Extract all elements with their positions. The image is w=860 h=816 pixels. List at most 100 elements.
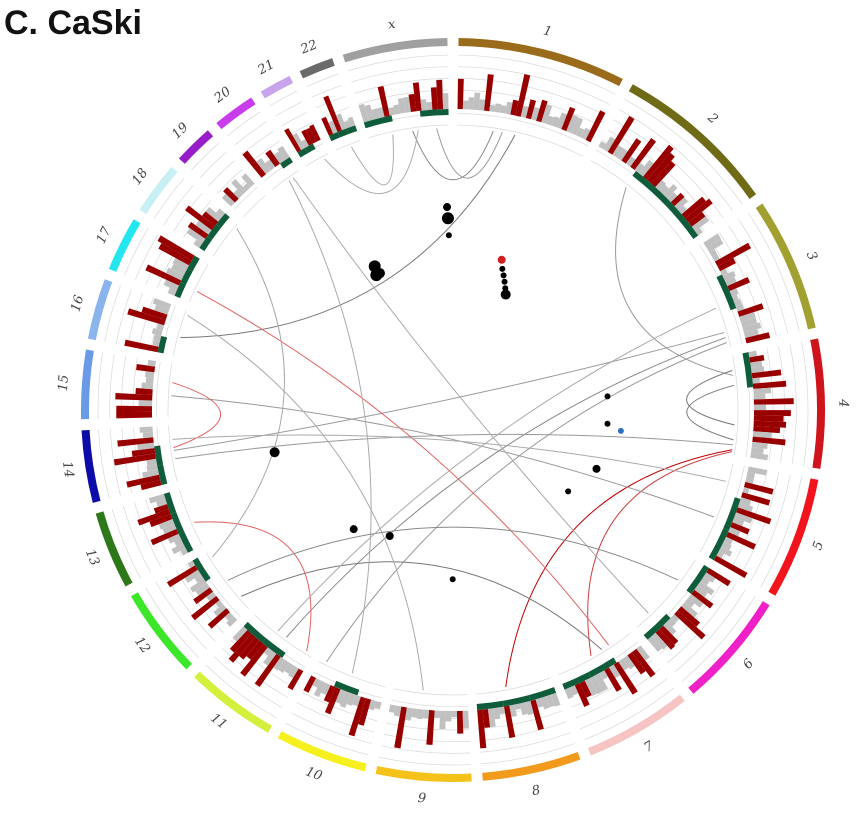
ideogram-chr-4	[810, 338, 825, 469]
loss-strip	[297, 147, 308, 158]
gain-bar	[323, 684, 336, 703]
gain-bar	[503, 705, 516, 739]
neutral-bar	[148, 493, 166, 504]
ideogram-layer	[81, 38, 825, 782]
gain-bar	[482, 708, 491, 728]
chr-label-19: 19	[169, 120, 191, 142]
chr-label-7: 7	[642, 738, 657, 755]
neutral-bar	[264, 159, 276, 171]
scatter-point	[269, 447, 280, 458]
ideogram-chr-6	[688, 601, 770, 694]
gain-bar	[191, 595, 220, 621]
gain-bar	[153, 503, 169, 514]
track-gridline	[457, 78, 605, 116]
neutral-bar	[743, 329, 759, 338]
link	[505, 449, 733, 688]
gain-bar	[751, 369, 782, 379]
gain-bar	[713, 555, 748, 578]
link	[326, 342, 727, 663]
neutral-bar	[434, 710, 441, 719]
neutral-bar	[519, 702, 528, 716]
gain-bar	[604, 667, 622, 692]
neutral-bar	[416, 708, 424, 720]
link	[292, 177, 649, 614]
gain-bar	[749, 354, 765, 363]
link	[412, 130, 494, 180]
ideogram-chr-8	[482, 751, 581, 781]
gain-bar	[265, 149, 281, 168]
neutral-bar	[616, 148, 628, 161]
neutral-bar	[152, 297, 172, 310]
neutral-bar	[608, 664, 621, 679]
chr-label-16: 16	[68, 294, 87, 314]
neutral-bar	[263, 650, 277, 666]
chr-label-18: 18	[129, 166, 151, 188]
track-gridline	[127, 293, 143, 347]
track-gridline	[165, 575, 216, 642]
gain-bar	[484, 74, 494, 112]
track-gridline	[732, 355, 739, 456]
gain-bar	[135, 388, 153, 395]
track-gridline	[271, 170, 299, 191]
link	[196, 290, 610, 646]
chr-label-17: 17	[94, 224, 115, 246]
neutral-bar	[206, 591, 217, 602]
link	[436, 128, 503, 179]
neutral-bar	[194, 574, 204, 583]
gain-bar	[753, 398, 794, 405]
neutral-bar	[368, 699, 377, 711]
neutral-bar	[728, 527, 741, 537]
loss-strip	[174, 282, 186, 299]
gain-bar	[117, 437, 154, 447]
neutral-bar	[499, 105, 507, 114]
gain-bar	[207, 608, 230, 629]
neutral-bar	[751, 441, 768, 450]
neutral-bar	[540, 696, 550, 710]
link	[285, 337, 726, 638]
neutral-bar	[612, 145, 624, 158]
track-gridline	[481, 743, 575, 765]
loss-strip	[716, 274, 737, 311]
gain-bar	[127, 308, 166, 326]
loss-strip	[363, 115, 393, 129]
scatter-point	[385, 532, 394, 541]
track-gridline	[458, 66, 610, 105]
neutral-bar	[489, 104, 496, 112]
track-gridline	[109, 428, 121, 496]
track-gridline	[682, 596, 756, 682]
neutral-bar	[171, 263, 187, 276]
link	[227, 526, 679, 581]
track-gridline	[222, 647, 289, 699]
link	[171, 395, 715, 518]
gain-bar	[753, 410, 791, 417]
gain-bar	[753, 415, 784, 422]
gain-bar	[725, 531, 756, 550]
loss-strip	[528, 687, 557, 701]
neutral-bar	[165, 267, 184, 281]
track-gridline	[234, 186, 258, 210]
loss-strip	[280, 157, 293, 169]
track-gridline	[216, 169, 243, 194]
neutral-bar	[147, 359, 157, 367]
track-gridline	[183, 200, 212, 238]
neutral-bar	[374, 701, 382, 709]
track-gridline	[163, 185, 194, 226]
neutral-bar	[273, 656, 286, 671]
track-gridline	[318, 661, 386, 688]
neutral-bar	[740, 317, 758, 328]
gain-bar	[348, 696, 366, 737]
gain-bar	[394, 706, 407, 749]
track-gridline	[457, 124, 584, 157]
link	[686, 370, 735, 426]
chr-label-22: 22	[298, 37, 320, 57]
track-gridline	[624, 98, 743, 205]
track-gridline	[188, 263, 209, 302]
loss-strip	[346, 125, 358, 135]
gain-bar	[187, 222, 209, 239]
neutral-bar	[487, 708, 496, 728]
neutral-bar	[546, 115, 555, 126]
neutral-bar	[722, 270, 736, 282]
loss-strip	[632, 171, 670, 206]
